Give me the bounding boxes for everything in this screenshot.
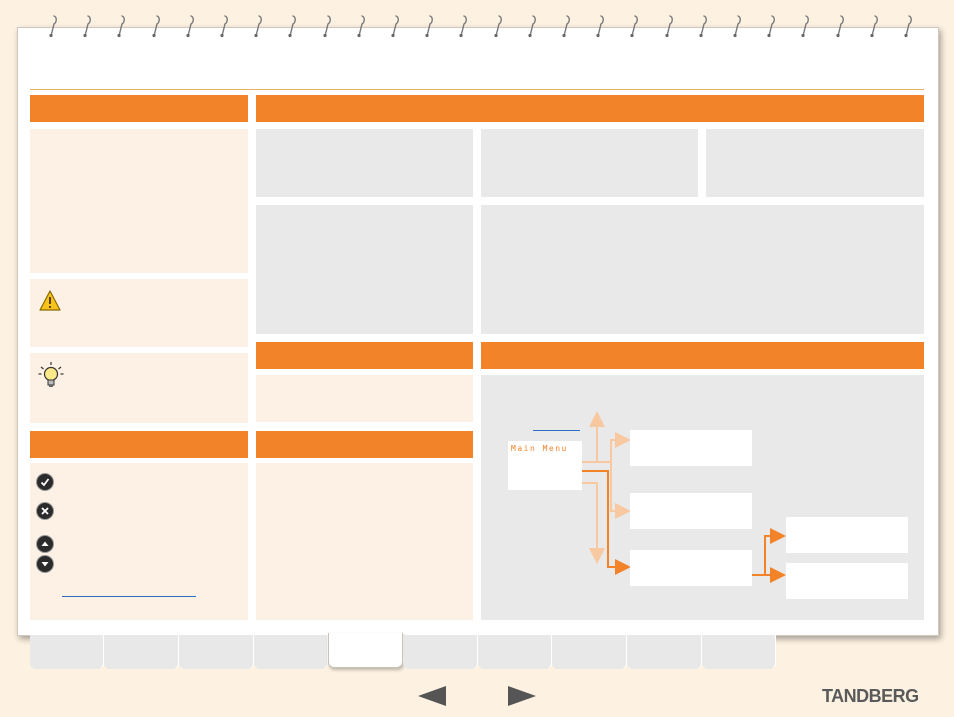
main-menu-label: Main Menu bbox=[511, 444, 568, 453]
grey-box-2 bbox=[481, 129, 698, 197]
tab-7[interactable] bbox=[478, 635, 552, 669]
left-header-bar bbox=[30, 95, 248, 122]
spiral-ring bbox=[391, 15, 399, 38]
tab-6[interactable] bbox=[403, 635, 478, 669]
main-menu-box[interactable]: Main Menu bbox=[508, 441, 582, 490]
arrow-up-icon bbox=[37, 536, 53, 552]
grey-box-wide bbox=[481, 205, 924, 334]
intro-panel bbox=[30, 129, 248, 273]
submenu-box-2[interactable] bbox=[630, 493, 752, 529]
spiral-ring bbox=[699, 15, 707, 38]
spiral-ring bbox=[870, 15, 878, 38]
grey-box-1 bbox=[256, 129, 473, 197]
tab-5-active[interactable] bbox=[328, 633, 403, 668]
menu-link-underline[interactable] bbox=[533, 430, 580, 431]
grey-box-4 bbox=[256, 205, 473, 334]
warning-icon bbox=[39, 290, 61, 311]
sub-submenu-box-2[interactable] bbox=[786, 563, 908, 599]
spiral-ring bbox=[254, 15, 262, 38]
spiral-ring bbox=[494, 15, 502, 38]
left-lower-header-bar bbox=[30, 431, 248, 458]
cross-icon bbox=[37, 503, 53, 519]
arrow-down-icon bbox=[37, 556, 53, 572]
spiral-ring bbox=[83, 15, 91, 38]
spiral-ring bbox=[665, 15, 673, 38]
spiral-ring bbox=[459, 15, 467, 38]
tab-9[interactable] bbox=[627, 635, 702, 669]
main-header-bar bbox=[256, 95, 924, 122]
spiral-ring bbox=[117, 15, 125, 38]
tab-2[interactable] bbox=[104, 635, 179, 669]
menu-connectors bbox=[582, 411, 786, 583]
spiral-ring bbox=[49, 15, 57, 38]
spiral-ring bbox=[562, 15, 570, 38]
tab-8[interactable] bbox=[552, 635, 627, 669]
submenu-box-3[interactable] bbox=[630, 550, 752, 586]
spiral-ring bbox=[528, 15, 536, 38]
spiral-ring bbox=[836, 15, 844, 38]
lightbulb-icon bbox=[38, 362, 64, 387]
tab-4[interactable] bbox=[254, 635, 328, 669]
spiral-ring bbox=[323, 15, 331, 38]
spiral-ring bbox=[220, 15, 228, 38]
keys-link-underline[interactable] bbox=[62, 596, 196, 597]
next-page-arrow[interactable] bbox=[508, 686, 536, 706]
tandberg-logo: TANDBERG bbox=[822, 686, 919, 706]
middle-lower-cream-panel bbox=[256, 463, 473, 620]
middle-lower-header-bar bbox=[256, 431, 473, 458]
keys-panel bbox=[30, 463, 248, 620]
previous-page-arrow[interactable] bbox=[418, 686, 446, 706]
spiral-ring bbox=[904, 15, 912, 38]
middle-header-bar bbox=[256, 342, 473, 369]
middle-cream-panel bbox=[256, 375, 473, 422]
spiral-ring bbox=[425, 15, 433, 38]
spiral-ring bbox=[630, 15, 638, 38]
tab-1[interactable] bbox=[30, 635, 104, 669]
grey-box-3 bbox=[706, 129, 924, 197]
spiral-ring bbox=[357, 15, 365, 38]
spiral-ring bbox=[596, 15, 604, 38]
menu-structure-header-bar bbox=[481, 342, 924, 369]
tab-10[interactable] bbox=[702, 635, 776, 669]
menu-structure-panel: Main Menu bbox=[481, 375, 924, 620]
title-rule bbox=[30, 89, 924, 90]
tip-panel bbox=[30, 353, 248, 423]
spiral-ring bbox=[288, 15, 296, 38]
spiral-ring bbox=[767, 15, 775, 38]
spiral-ring bbox=[801, 15, 809, 38]
spiral-ring bbox=[186, 15, 194, 38]
tab-3[interactable] bbox=[179, 635, 254, 669]
warning-panel bbox=[30, 279, 248, 347]
sub-submenu-box-1[interactable] bbox=[786, 517, 908, 553]
checkmark-icon bbox=[37, 474, 53, 490]
submenu-box-1[interactable] bbox=[630, 430, 752, 466]
spiral-ring bbox=[733, 15, 741, 38]
spiral-ring bbox=[152, 15, 160, 38]
